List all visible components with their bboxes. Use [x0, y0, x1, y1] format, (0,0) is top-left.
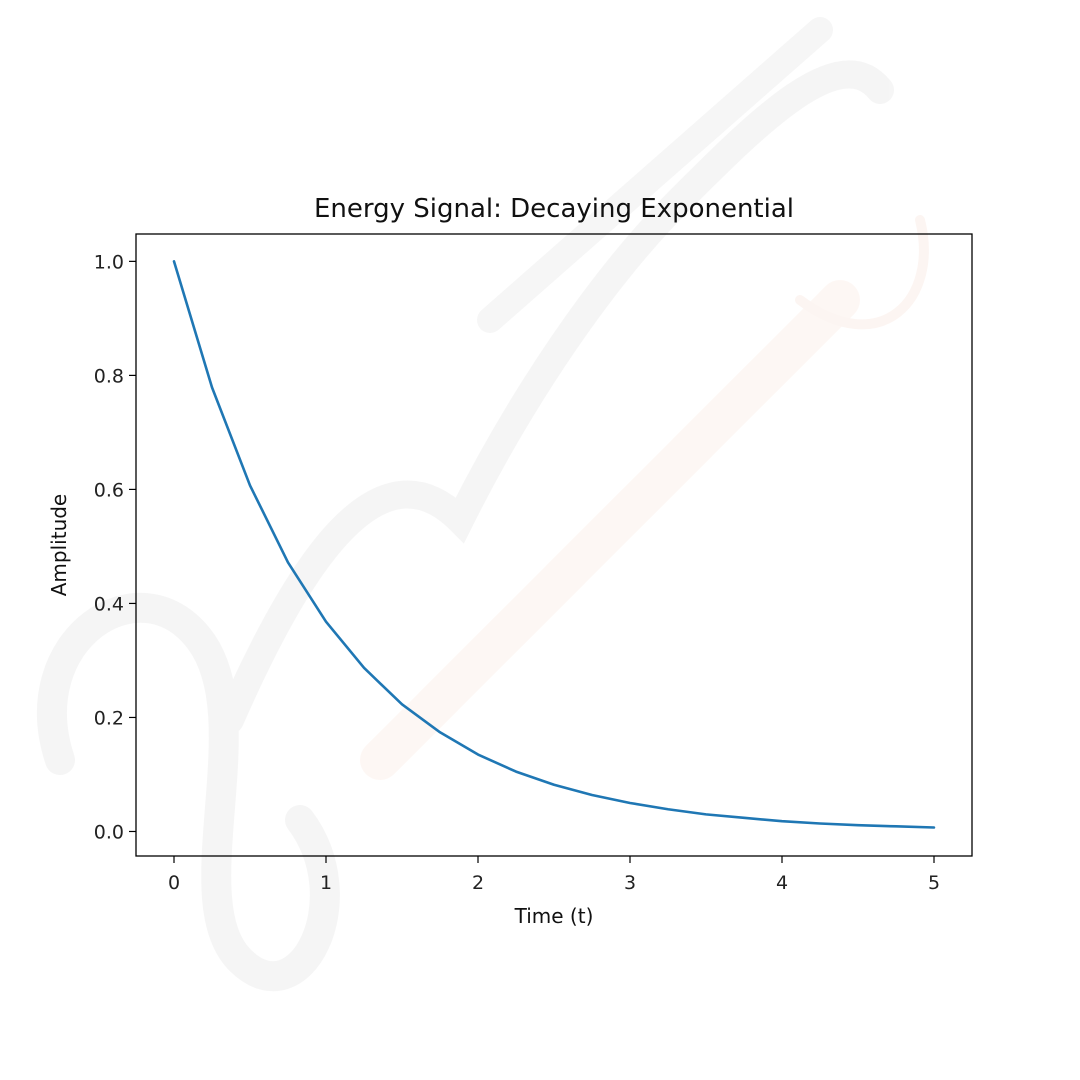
series-line [172, 260, 936, 829]
y-tick-label: 0.4 [94, 593, 124, 615]
plot-area-frame [135, 233, 973, 857]
y-tick-label: 1.0 [94, 251, 124, 273]
y-tick-label: 0.6 [94, 479, 124, 501]
x-tick-label: 1 [320, 872, 332, 894]
x-tick-label: 4 [776, 872, 788, 894]
x-tick-label: 2 [472, 872, 484, 894]
x-axis: 0 1 2 3 4 5 [168, 856, 940, 894]
x-tick-label: 3 [624, 872, 636, 894]
watermark-logo [37, 17, 929, 992]
x-tick-label: 5 [928, 872, 940, 894]
x-tick-label: 0 [168, 872, 180, 894]
y-axis-title: Amplitude [47, 494, 71, 597]
chart-title: Energy Signal: Decaying Exponential [314, 194, 794, 224]
series-layer [172, 260, 936, 829]
y-tick-label: 0.0 [94, 821, 124, 843]
y-tick-label: 0.8 [94, 365, 124, 387]
y-axis: 0.0 0.2 0.4 0.6 0.8 1.0 [94, 251, 136, 843]
y-tick-label: 0.2 [94, 707, 124, 729]
x-axis-title: Time (t) [514, 904, 594, 928]
